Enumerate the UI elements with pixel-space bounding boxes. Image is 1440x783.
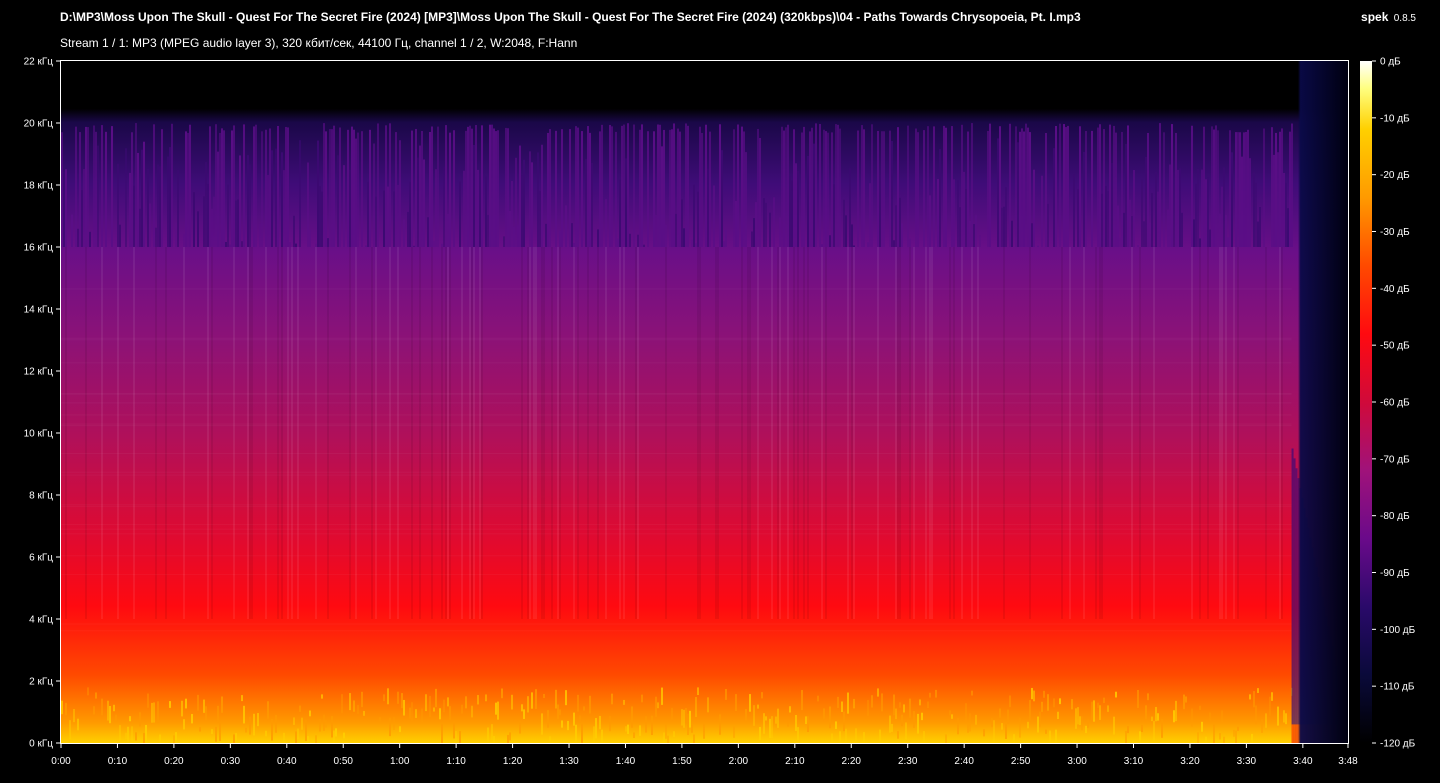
colorbar-tick-label: -40 дБ	[1380, 284, 1410, 295]
spectrogram-plot-area	[60, 60, 1349, 744]
y-tick-label: 16 кГц	[24, 243, 54, 254]
x-tick-label: 1:50	[672, 756, 692, 767]
plot-frame	[60, 60, 1349, 744]
colorbar-tick-label: -100 дБ	[1380, 625, 1416, 636]
x-tick-label: 2:20	[842, 756, 862, 767]
x-tick-label: 3:20	[1180, 756, 1200, 767]
y-tick-label: 10 кГц	[24, 429, 54, 440]
x-tick-label: 3:48	[1338, 756, 1358, 767]
colorbar-tick-label: -90 дБ	[1380, 568, 1410, 579]
colorbar-tick-label: 0 дБ	[1380, 57, 1401, 68]
x-tick-label: 2:30	[898, 756, 918, 767]
x-tick-label: 3:00	[1067, 756, 1087, 767]
y-tick-label: 20 кГц	[24, 119, 54, 130]
y-tick-label: 12 кГц	[24, 367, 54, 378]
x-tick-label: 2:00	[729, 756, 749, 767]
colorbar-tick-label: -50 дБ	[1380, 341, 1410, 352]
stream-info: Stream 1 / 1: MP3 (MPEG audio layer 3), …	[60, 36, 578, 50]
x-tick-label: 0:10	[108, 756, 128, 767]
y-tick-label: 2 кГц	[29, 677, 53, 688]
app-version: 0.8.5	[1393, 13, 1416, 24]
x-tick-label: 2:10	[785, 756, 805, 767]
x-tick-label: 1:10	[446, 756, 466, 767]
frequency-axis: 0 кГц 2 кГц 4 кГц 6 кГц 8 кГц 10 кГц 12 кГц 14 …	[24, 57, 61, 750]
colorbar-tick-label: -30 дБ	[1380, 227, 1410, 238]
y-tick-label: 18 кГц	[24, 181, 54, 192]
x-tick-label: 0:00	[51, 756, 71, 767]
x-tick-label: 0:50	[334, 756, 354, 767]
time-axis: 0:00 0:10 0:20 0:30 0:40 0:50 1:00 1:10 1:20 1:30…	[51, 743, 1358, 767]
colorbar-tick-label: -60 дБ	[1380, 398, 1410, 409]
x-tick-label: 1:30	[559, 756, 579, 767]
db-colorbar: 0 дБ -10 дБ -20 дБ -30 дБ -40 дБ -50 дБ -60 дБ…	[1360, 57, 1416, 750]
colorbar-tick-label: -120 дБ	[1380, 739, 1416, 750]
colorbar-tick-label: -110 дБ	[1380, 682, 1415, 693]
app-brand: spek 0.8.5	[1361, 10, 1416, 24]
x-tick-label: 1:00	[390, 756, 410, 767]
x-tick-label: 3:10	[1124, 756, 1144, 767]
x-tick-label: 3:30	[1237, 756, 1257, 767]
fade-out-region	[1298, 61, 1348, 743]
x-tick-label: 1:20	[503, 756, 523, 767]
x-tick-label: 0:30	[221, 756, 241, 767]
x-tick-label: 0:40	[277, 756, 297, 767]
colorbar-tick-label: -20 дБ	[1380, 170, 1410, 181]
y-tick-label: 22 кГц	[24, 57, 54, 68]
y-tick-label: 6 кГц	[29, 553, 53, 564]
x-tick-label: 0:20	[164, 756, 184, 767]
x-tick-label: 3:40	[1293, 756, 1313, 767]
y-tick-label: 0 кГц	[29, 739, 53, 750]
x-tick-label: 2:50	[1011, 756, 1031, 767]
y-tick-label: 14 кГц	[24, 305, 54, 316]
app-name: spek	[1361, 10, 1389, 24]
x-tick-label: 1:40	[616, 756, 636, 767]
file-path-title: D:\MP3\Moss Upon The Skull - Quest For T…	[60, 10, 1081, 24]
spectrogram-texture	[61, 123, 1348, 743]
y-tick-label: 8 кГц	[29, 491, 53, 502]
y-tick-label: 4 кГц	[29, 615, 53, 626]
colorbar-tick-label: -10 дБ	[1380, 113, 1410, 124]
x-tick-label: 2:40	[954, 756, 974, 767]
colorbar-gradient	[1360, 61, 1372, 743]
colorbar-tick-label: -70 дБ	[1380, 454, 1410, 465]
colorbar-tick-label: -80 дБ	[1380, 511, 1410, 522]
